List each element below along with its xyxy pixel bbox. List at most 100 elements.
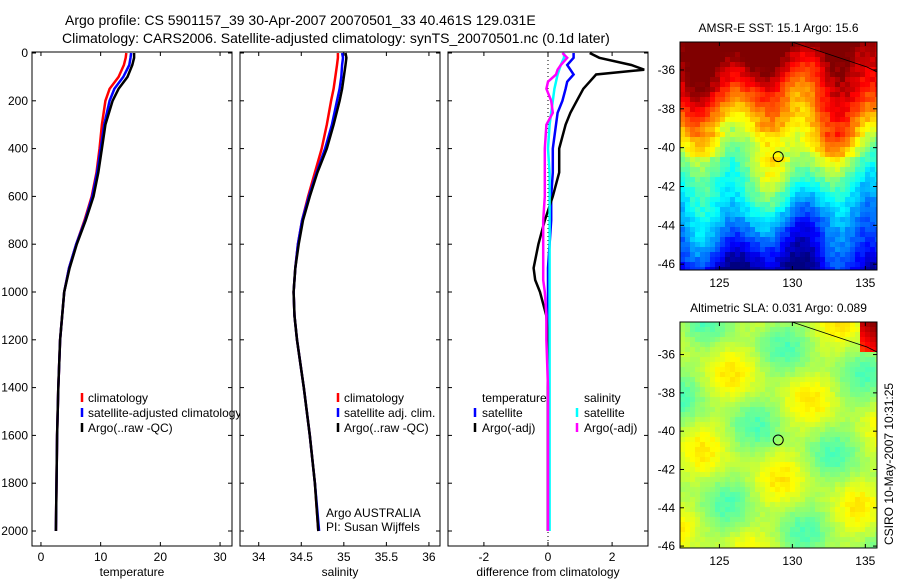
- map-cell: [875, 207, 877, 212]
- map-cell: [755, 207, 760, 212]
- map-cell: [770, 417, 775, 422]
- map-cell: [860, 237, 865, 242]
- map-cell: [740, 267, 745, 270]
- map-cell: [715, 242, 720, 247]
- map-cell: [715, 192, 720, 197]
- map-cell: [755, 147, 760, 152]
- map-cell: [825, 267, 830, 270]
- map-cell: [735, 327, 740, 332]
- map-cell: [835, 522, 840, 527]
- map-cell: [740, 352, 745, 357]
- map-cell: [765, 387, 770, 392]
- map-cell: [795, 372, 800, 377]
- map-cell: [690, 357, 695, 362]
- map-cell: [855, 197, 860, 202]
- map-cell: [810, 187, 815, 192]
- map-cell: [825, 362, 830, 367]
- map-cell: [740, 262, 745, 267]
- map-cell: [755, 62, 760, 67]
- map-cell: [805, 142, 810, 147]
- map-cell: [825, 437, 830, 442]
- map-cell: [785, 62, 790, 67]
- map-cell: [750, 142, 755, 147]
- map-cell: [820, 207, 825, 212]
- map-cell: [730, 462, 735, 467]
- map-cell: [845, 52, 850, 57]
- map-cell: [775, 462, 780, 467]
- map-cell: [770, 112, 775, 117]
- map-cell: [760, 387, 765, 392]
- map-cell: [850, 107, 855, 112]
- map-cell: [825, 167, 830, 172]
- map-cell: [850, 247, 855, 252]
- map-cell: [855, 502, 860, 507]
- map-cell: [695, 112, 700, 117]
- map-cell: [740, 322, 745, 327]
- map-cell: [805, 497, 810, 502]
- map-cell: [870, 487, 875, 492]
- map-cell: [680, 377, 685, 382]
- map-cell: [700, 337, 705, 342]
- map-cell: [840, 252, 845, 257]
- map-cell: [680, 132, 685, 137]
- map-cell: [760, 432, 765, 437]
- map-cell: [875, 222, 877, 227]
- map-cell: [815, 322, 820, 327]
- map-cell: [855, 167, 860, 172]
- map-cell: [785, 337, 790, 342]
- map-cell: [810, 477, 815, 482]
- map-cell: [745, 77, 750, 82]
- map-cell: [730, 482, 735, 487]
- map-cell: [795, 122, 800, 127]
- map-cell: [775, 172, 780, 177]
- map-cell: [725, 122, 730, 127]
- map-cell: [860, 337, 865, 342]
- map-cell: [710, 447, 715, 452]
- map-cell: [800, 372, 805, 377]
- map-cell: [725, 537, 730, 542]
- map-cell: [700, 127, 705, 132]
- map-cell: [750, 252, 755, 257]
- map-cell: [765, 442, 770, 447]
- map-cell: [825, 142, 830, 147]
- map-cell: [680, 107, 685, 112]
- map-cell: [750, 152, 755, 157]
- map-cell: [740, 122, 745, 127]
- map-cell: [680, 362, 685, 367]
- map-cell: [825, 462, 830, 467]
- map-cell: [730, 217, 735, 222]
- map-cell: [810, 72, 815, 77]
- map-cell: [690, 532, 695, 537]
- map-cell: [755, 57, 760, 62]
- map-cell: [690, 332, 695, 337]
- map-cell: [685, 467, 690, 472]
- map-cell: [870, 137, 875, 142]
- map-cell: [725, 222, 730, 227]
- map-cell: [815, 327, 820, 332]
- map-cell: [795, 517, 800, 522]
- map-cell: [810, 362, 815, 367]
- map-cell: [845, 342, 850, 347]
- map-cell: [760, 377, 765, 382]
- map-cell: [730, 247, 735, 252]
- map-cell: [805, 372, 810, 377]
- map-cell: [835, 432, 840, 437]
- map-cell: [680, 472, 685, 477]
- map-cell: [780, 122, 785, 127]
- map-cell: [800, 407, 805, 412]
- map-cell: [815, 377, 820, 382]
- map-cell: [685, 252, 690, 257]
- map-cell: [705, 67, 710, 72]
- map-cell: [680, 417, 685, 422]
- map-cell: [850, 242, 855, 247]
- map-cell: [780, 467, 785, 472]
- map-cell: [690, 447, 695, 452]
- map-cell: [785, 507, 790, 512]
- map-cell: [840, 262, 845, 267]
- map-cell: [685, 437, 690, 442]
- map-cell: [710, 57, 715, 62]
- map-cell: [710, 52, 715, 57]
- map-cell: [690, 127, 695, 132]
- map-cell: [860, 512, 865, 517]
- map-cell: [760, 527, 765, 532]
